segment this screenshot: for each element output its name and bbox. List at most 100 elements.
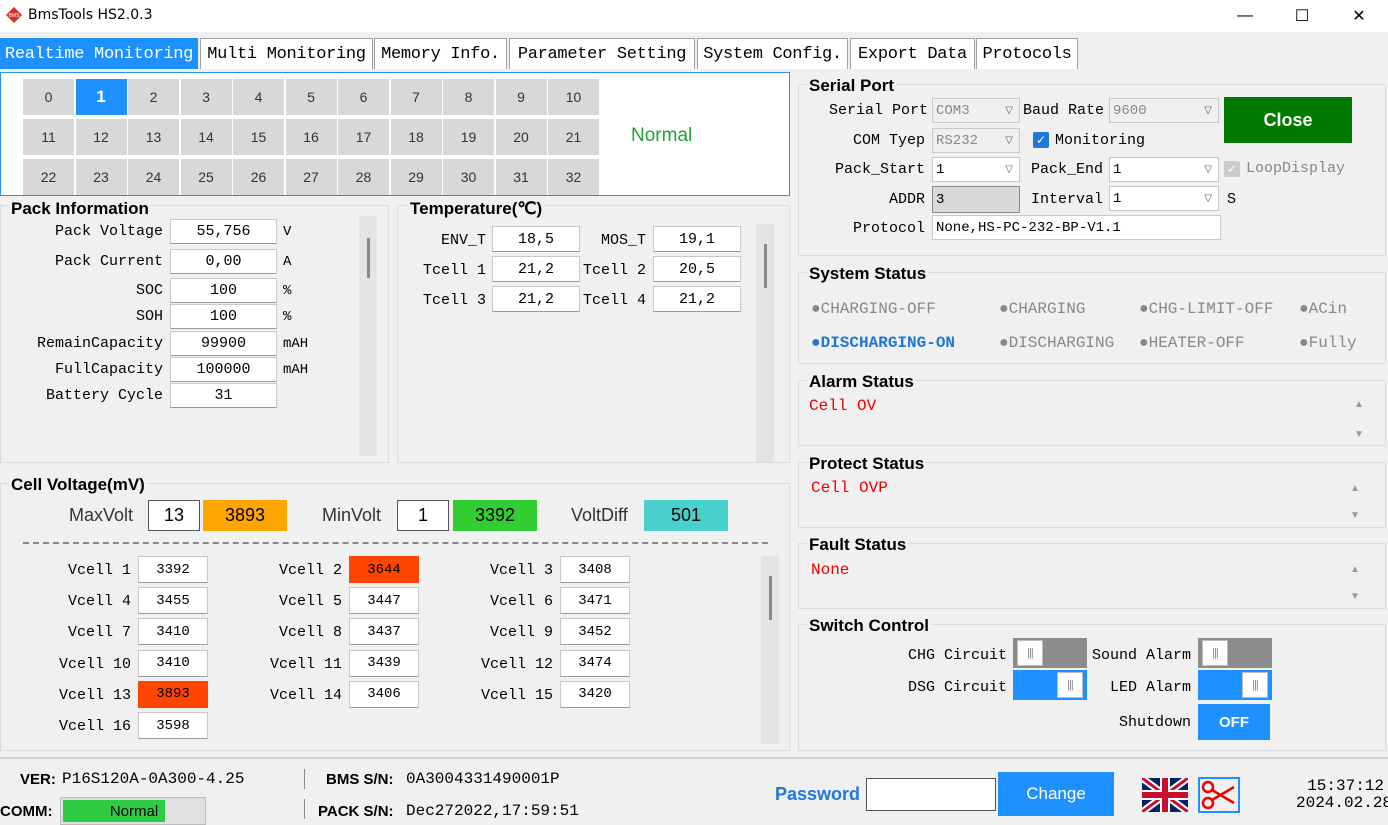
pack-button[interactable]: 30 [443, 159, 494, 195]
monitoring-checkbox[interactable]: ✓ [1033, 132, 1049, 148]
tab-export-data[interactable]: Export Data [850, 38, 975, 69]
pack-button[interactable]: 27 [285, 159, 337, 195]
pack-button[interactable]: 14 [180, 119, 232, 155]
protocol-label: Protocol [852, 220, 925, 237]
pack-info-value: 55,756 [170, 219, 277, 244]
pack-end-select[interactable]: 1 ▽ [1109, 157, 1219, 182]
scroll-down-icon[interactable]: ▼ [1354, 429, 1364, 440]
tab-realtime-monitoring[interactable]: Realtime Monitoring [0, 38, 198, 69]
pack-info-value: 100000 [170, 357, 277, 382]
loop-display-checkbox[interactable]: ✓ [1224, 161, 1240, 177]
pack-info-scrollbar[interactable] [359, 216, 377, 456]
chevron-down-icon: ▽ [1204, 164, 1212, 176]
pack-button[interactable]: 25 [180, 159, 232, 195]
pack-button[interactable]: 13 [128, 119, 179, 155]
pack-button[interactable]: 32 [548, 159, 599, 195]
pack-button[interactable]: 7 [390, 79, 442, 115]
temperature-panel: Temperature(℃) ENV_T 18,5 MOS_T 19,1 Tcell 1… [397, 199, 790, 463]
system-status-indicator: ●CHG-LIMIT-OFF [1139, 300, 1274, 318]
shutdown-button[interactable]: OFF [1198, 704, 1270, 740]
tab-multi-monitoring[interactable]: Multi Monitoring [200, 38, 373, 69]
pack-button[interactable]: 5 [285, 79, 337, 115]
pack-button[interactable]: 16 [285, 119, 337, 155]
pack-button[interactable]: 22 [23, 159, 74, 195]
cell-voltage-value: 3392 [138, 556, 208, 583]
pack-start-select[interactable]: 1 ▽ [932, 157, 1020, 182]
pack-button[interactable]: 31 [495, 159, 547, 195]
com-type-select[interactable]: RS232 ▽ [932, 128, 1020, 153]
temperature-scrollbar[interactable] [756, 224, 774, 462]
pack-button[interactable]: 15 [233, 119, 284, 155]
scissors-icon[interactable] [1198, 777, 1240, 813]
pack-button[interactable]: 19 [443, 119, 494, 155]
pack-button[interactable]: 20 [495, 119, 547, 155]
scroll-up-icon[interactable]: ▲ [1354, 399, 1364, 410]
pack-button[interactable]: 26 [233, 159, 284, 195]
comm-status: Normal [60, 797, 206, 825]
cell-scrollbar[interactable] [761, 556, 779, 744]
chg-circuit-toggle[interactable]: ||| [1013, 638, 1087, 668]
pack-button[interactable]: 6 [338, 79, 389, 115]
serial-port-select[interactable]: COM3 ▽ [932, 98, 1020, 123]
maximize-button[interactable]: ☐ [1294, 8, 1310, 25]
pack-info-unit: V [283, 224, 292, 240]
cell-voltage-label: Vcell 2 [278, 562, 342, 579]
serial-port-panel: Serial Port Serial Port COM3 ▽ Baud Rate … [798, 76, 1386, 256]
tab-system-config[interactable]: System Config. [697, 38, 848, 69]
pack-info-unit: % [283, 309, 292, 325]
volt-diff-value: 501 [644, 500, 728, 531]
sound-alarm-toggle[interactable]: ||| [1198, 638, 1272, 668]
pack-button[interactable]: 2 [128, 79, 179, 115]
scroll-up-icon[interactable]: ▲ [1350, 483, 1360, 494]
pack-button[interactable]: 28 [338, 159, 389, 195]
pack-button[interactable]: 12 [75, 119, 127, 155]
footer: VER: P16S120A-0A300-4.25 COMM: Normal BM… [0, 757, 1388, 825]
pack-button[interactable]: 9 [495, 79, 547, 115]
temperature-value: 20,5 [653, 256, 741, 282]
pack-info-unit: mAH [283, 362, 309, 378]
system-status-indicator: ●ACin [1299, 300, 1348, 318]
pack-button[interactable]: 18 [390, 119, 442, 155]
pack-button[interactable]: 21 [548, 119, 599, 155]
uk-flag-icon[interactable] [1142, 778, 1188, 812]
close-window-button[interactable]: ✕ [1352, 8, 1366, 25]
protect-status-title: Protect Status [807, 454, 927, 474]
tab-protocols[interactable]: Protocols [976, 38, 1078, 69]
pack-button[interactable]: 10 [548, 79, 599, 115]
pack-button[interactable]: 4 [233, 79, 284, 115]
baud-rate-select[interactable]: 9600 ▽ [1109, 98, 1219, 123]
tab-memory-info[interactable]: Memory Info. [374, 38, 507, 69]
pack-button[interactable]: 3 [180, 79, 232, 115]
scroll-down-icon[interactable]: ▼ [1350, 510, 1360, 521]
led-alarm-toggle[interactable]: ||| [1198, 670, 1272, 700]
minimize-button[interactable]: — [1237, 7, 1253, 24]
pack-button[interactable]: 11 [23, 119, 74, 155]
pack-button[interactable]: 0 [23, 79, 74, 115]
pack-button[interactable]: 17 [338, 119, 389, 155]
pack-end-label: Pack_End [1030, 161, 1103, 178]
cell-voltage-value: 3455 [138, 587, 208, 615]
password-input[interactable] [866, 778, 996, 811]
scroll-down-icon[interactable]: ▼ [1350, 591, 1360, 602]
interval-select[interactable]: 1 ▽ [1109, 186, 1219, 211]
close-port-button[interactable]: Close [1224, 97, 1352, 143]
pack-info-label: SOH [135, 308, 163, 325]
cell-voltage-value: 3437 [349, 618, 419, 646]
baud-rate-label: Baud Rate [1023, 102, 1105, 119]
tab-parameter-setting[interactable]: Parameter Setting [509, 38, 695, 69]
addr-input[interactable]: 3 [932, 186, 1020, 213]
temperature-title: Temperature(℃) [408, 199, 545, 219]
pack-button[interactable]: 1 [75, 79, 127, 115]
divider [304, 769, 305, 789]
pack-info-label: RemainCapacity [36, 335, 163, 352]
scroll-up-icon[interactable]: ▲ [1350, 564, 1360, 575]
dsg-circuit-toggle[interactable]: ||| [1013, 670, 1087, 700]
cell-voltage-value: 3410 [138, 649, 208, 677]
pack-button[interactable]: 23 [75, 159, 127, 195]
cell-voltage-label: Vcell 16 [58, 718, 131, 735]
temperature-label: Tcell 2 [582, 262, 646, 279]
change-password-button[interactable]: Change [998, 772, 1114, 816]
pack-button[interactable]: 24 [128, 159, 179, 195]
pack-button[interactable]: 8 [443, 79, 494, 115]
pack-button[interactable]: 29 [390, 159, 442, 195]
